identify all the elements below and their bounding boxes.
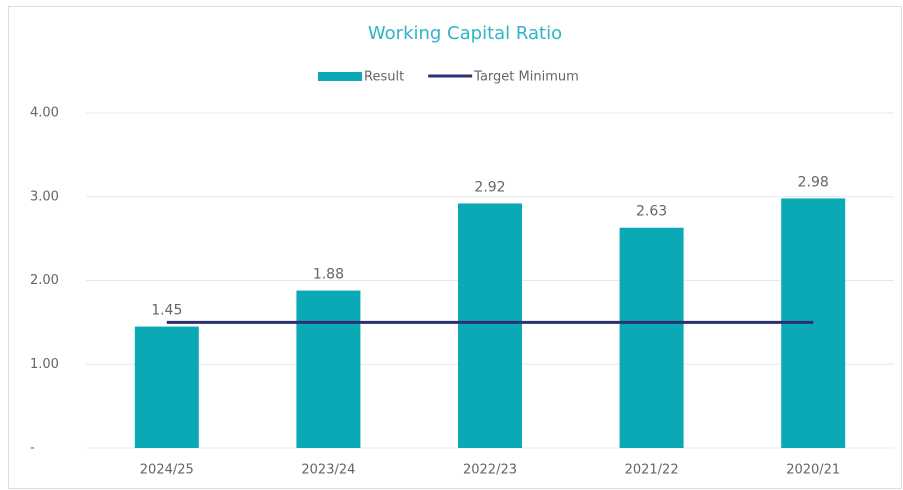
x-tick-label: 2021/22 xyxy=(625,463,679,478)
data-label: 1.45 xyxy=(151,303,182,319)
legend-label: Target Minimum xyxy=(473,70,579,85)
y-tick-label: 2.00 xyxy=(30,273,59,288)
data-label: 2.92 xyxy=(474,179,505,195)
chart-title: Working Capital Ratio xyxy=(368,23,562,44)
bar xyxy=(458,203,522,448)
x-tick-label: 2020/21 xyxy=(786,463,840,478)
data-label: 2.63 xyxy=(636,204,667,220)
y-tick-label: 4.00 xyxy=(30,106,59,121)
bar xyxy=(134,326,199,448)
bar xyxy=(619,227,684,448)
y-tick-label: - xyxy=(30,441,35,456)
x-tick-label: 2024/25 xyxy=(140,463,194,478)
legend-label: Result xyxy=(364,70,404,85)
y-tick-label: 3.00 xyxy=(30,189,59,204)
x-tick-label: 2023/24 xyxy=(301,463,355,478)
legend-swatch xyxy=(318,72,362,81)
data-label: 1.88 xyxy=(313,267,344,283)
bar xyxy=(296,290,361,448)
data-label: 2.98 xyxy=(798,174,829,190)
y-tick-label: 1.00 xyxy=(30,357,59,372)
x-tick-label: 2022/23 xyxy=(463,463,517,478)
